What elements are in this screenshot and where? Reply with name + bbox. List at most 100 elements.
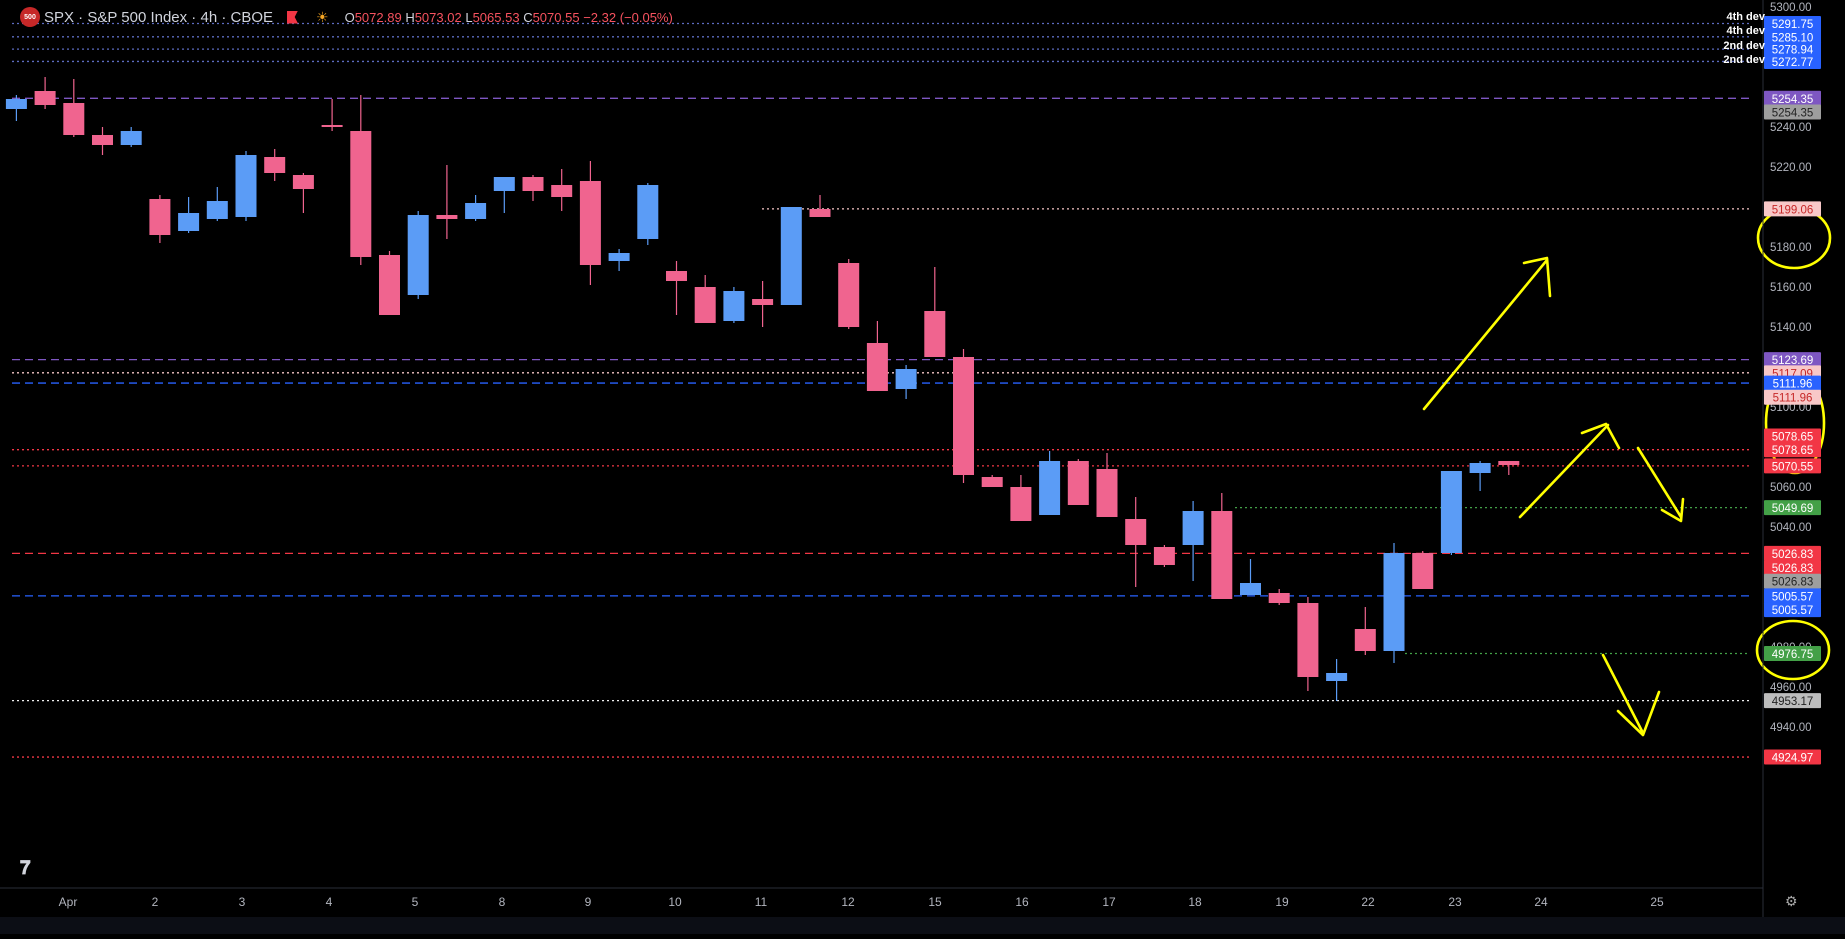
price-tag[interactable]: 5272.77 bbox=[1764, 53, 1821, 69]
candle-body[interactable] bbox=[235, 155, 257, 217]
price-tag-bg bbox=[1764, 602, 1821, 618]
price-tag-label: 5111.96 bbox=[1773, 393, 1813, 405]
candle-body[interactable] bbox=[838, 263, 860, 327]
flag-icon[interactable] bbox=[287, 10, 298, 24]
candle-body[interactable] bbox=[1010, 487, 1032, 521]
candle-body[interactable] bbox=[551, 185, 573, 197]
candle-body[interactable] bbox=[436, 215, 458, 219]
candle-body[interactable] bbox=[63, 103, 85, 135]
price-tag[interactable]: 5026.83 bbox=[1764, 573, 1821, 589]
price-tag[interactable]: 5026.83 bbox=[1764, 559, 1821, 575]
candle-body[interactable] bbox=[1067, 461, 1089, 505]
price-tag-label: 4976.75 bbox=[1772, 649, 1814, 661]
dev-label: 4th dev bbox=[1726, 11, 1765, 23]
candle-body[interactable] bbox=[1039, 461, 1061, 515]
candle-body[interactable] bbox=[924, 311, 946, 357]
price-tag[interactable]: 5005.57 bbox=[1764, 588, 1821, 604]
price-tag[interactable]: 5111.96 bbox=[1764, 375, 1821, 391]
candle-body[interactable] bbox=[1096, 469, 1118, 517]
open-value: 5072.89 bbox=[354, 9, 402, 25]
candle-body[interactable] bbox=[321, 125, 343, 127]
candle-body[interactable] bbox=[206, 201, 228, 219]
price-tag[interactable]: 5070.55 bbox=[1764, 458, 1821, 474]
candle-body[interactable] bbox=[1440, 471, 1462, 553]
candle-body[interactable] bbox=[120, 131, 142, 145]
candle-body[interactable] bbox=[866, 343, 888, 391]
candle-body[interactable] bbox=[1297, 603, 1319, 677]
candle-body[interactable] bbox=[1153, 547, 1175, 565]
candle-body[interactable] bbox=[608, 253, 630, 261]
price-tag[interactable]: 4953.17 bbox=[1764, 693, 1821, 709]
symbol-logo: 500 bbox=[20, 7, 40, 27]
price-tag[interactable]: 5078.65 bbox=[1764, 428, 1821, 444]
price-tag[interactable]: 5254.35 bbox=[1764, 104, 1821, 120]
price-tag[interactable]: 5254.35 bbox=[1764, 90, 1821, 106]
price-tag[interactable]: 4924.97 bbox=[1764, 749, 1821, 765]
price-tag[interactable]: 5285.10 bbox=[1764, 29, 1821, 45]
price-tag[interactable]: 5291.75 bbox=[1764, 16, 1821, 31]
candle-body[interactable] bbox=[407, 215, 429, 295]
time-tick-label: Apr bbox=[59, 895, 78, 909]
price-tag[interactable]: 5026.83 bbox=[1764, 545, 1821, 561]
time-tick-label: 8 bbox=[499, 895, 506, 909]
price-tag[interactable]: 5199.06 bbox=[1764, 201, 1821, 217]
price-tag[interactable]: 5278.94 bbox=[1764, 41, 1821, 57]
candle-body[interactable] bbox=[350, 131, 372, 257]
candle-body[interactable] bbox=[1354, 629, 1376, 651]
candle-body[interactable] bbox=[752, 299, 774, 305]
bottom-toolbar bbox=[0, 917, 1845, 934]
price-tag[interactable]: 4976.75 bbox=[1764, 646, 1821, 661]
candle-body[interactable] bbox=[5, 99, 27, 109]
candle-body[interactable] bbox=[1498, 461, 1520, 465]
time-tick-label: 23 bbox=[1448, 895, 1462, 909]
candle-body[interactable] bbox=[895, 369, 917, 389]
candle-body[interactable] bbox=[694, 287, 716, 323]
candle-body[interactable] bbox=[34, 91, 56, 105]
candle-body[interactable] bbox=[637, 185, 659, 239]
candle-body[interactable] bbox=[953, 357, 974, 475]
candle-body[interactable] bbox=[1125, 519, 1147, 545]
price-tag[interactable]: 5049.69 bbox=[1764, 500, 1821, 516]
candle-body[interactable] bbox=[981, 477, 1003, 487]
candle-body[interactable] bbox=[1268, 593, 1290, 603]
candle-body[interactable] bbox=[465, 203, 487, 219]
candle-body[interactable] bbox=[493, 177, 515, 191]
candle-body[interactable] bbox=[666, 271, 687, 281]
candle-body[interactable] bbox=[178, 213, 200, 231]
tradingview-logo-icon[interactable]: 𝟕 bbox=[20, 858, 31, 879]
candle-body[interactable] bbox=[1412, 553, 1434, 589]
price-tag[interactable]: 5111.96 bbox=[1764, 389, 1821, 405]
high-value: 5073.02 bbox=[414, 9, 462, 25]
candle-body[interactable] bbox=[1240, 583, 1261, 595]
price-tag[interactable]: 5005.57 bbox=[1764, 602, 1821, 618]
candle-body[interactable] bbox=[723, 291, 745, 321]
candle-body[interactable] bbox=[1211, 511, 1233, 599]
time-tick-label: 5 bbox=[412, 895, 419, 909]
candle-body[interactable] bbox=[292, 175, 314, 189]
candle-body[interactable] bbox=[264, 157, 286, 173]
candle-body[interactable] bbox=[522, 177, 544, 191]
candle-body[interactable] bbox=[1182, 511, 1204, 545]
candle-body[interactable] bbox=[149, 199, 171, 235]
candle-body[interactable] bbox=[92, 135, 113, 145]
dev-label: 2nd dev bbox=[1723, 40, 1765, 52]
price-tag[interactable]: 5078.65 bbox=[1764, 442, 1821, 458]
settings-gear-icon[interactable]: ⚙ bbox=[1785, 893, 1798, 909]
candle-body[interactable] bbox=[379, 255, 400, 315]
price-tick-label: 5140.00 bbox=[1770, 322, 1812, 334]
candle-body[interactable] bbox=[809, 209, 831, 217]
alert-icon[interactable]: ☀ bbox=[316, 8, 329, 25]
time-tick-label: 25 bbox=[1650, 895, 1664, 909]
candle-body[interactable] bbox=[1383, 553, 1405, 651]
candle-body[interactable] bbox=[1326, 673, 1348, 681]
candle-body[interactable] bbox=[780, 207, 802, 305]
time-tick-label: 15 bbox=[928, 895, 942, 909]
candle-body[interactable] bbox=[579, 181, 601, 265]
price-tag-bg bbox=[1764, 458, 1821, 474]
price-tag[interactable]: 5123.69 bbox=[1764, 352, 1821, 368]
candle-body[interactable] bbox=[1469, 463, 1491, 473]
symbol-title[interactable]: SPX · S&P 500 Index · 4h · CBOE bbox=[44, 8, 273, 26]
dev-label: 2nd dev bbox=[1723, 54, 1765, 66]
